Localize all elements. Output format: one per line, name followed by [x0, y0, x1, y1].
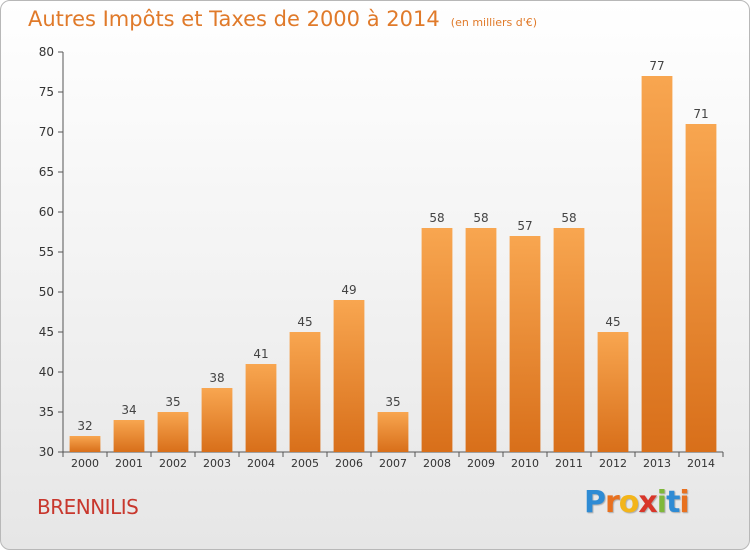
bar-2014[interactable]	[685, 124, 717, 452]
bar-value-label: 35	[385, 395, 400, 409]
y-tick-label: 75	[39, 85, 54, 99]
x-tick-label: 2009	[467, 457, 495, 470]
bar-value-label: 34	[121, 403, 136, 417]
logo-letter: x	[638, 485, 657, 520]
logo-letter: i	[679, 485, 689, 520]
bar-2013[interactable]	[641, 76, 673, 452]
axes: 30 35 40 45 50 55 60 65 70 75 80 2000 2001 2002 2003 20…	[39, 45, 724, 470]
bar-value-label: 71	[693, 107, 708, 121]
x-tick-label: 2010	[511, 457, 539, 470]
x-tick-label: 2012	[599, 457, 627, 470]
bar-2012[interactable]	[597, 332, 629, 452]
bar-2010[interactable]	[509, 236, 541, 452]
bar-value-label: 57	[517, 219, 532, 233]
x-tick-label: 2003	[203, 457, 231, 470]
logo-letter: i	[656, 485, 667, 520]
bar-2004[interactable]	[245, 364, 277, 452]
x-tick-label: 2008	[423, 457, 451, 470]
bar-2001[interactable]	[113, 420, 145, 452]
bar-2006[interactable]	[333, 300, 365, 452]
bar-2009[interactable]	[465, 228, 497, 452]
y-tick-label: 35	[39, 405, 54, 419]
x-tick-label: 2007	[379, 457, 407, 470]
bar-value-label: 32	[77, 419, 92, 433]
bars: 32 34 35 38 41 45 49 35 58 58 57 58 45 77 71	[69, 59, 717, 452]
bar-value-label: 41	[253, 347, 268, 361]
x-tick-label: 2014	[687, 457, 715, 470]
y-tick-label: 80	[39, 45, 54, 59]
logo-letter: t	[666, 485, 680, 520]
x-tick-label: 2006	[335, 457, 363, 470]
y-tick-label: 55	[39, 245, 54, 259]
bar-2002[interactable]	[157, 412, 189, 452]
y-tick-label: 30	[39, 445, 54, 459]
bar-2005[interactable]	[289, 332, 321, 452]
bar-value-label: 58	[473, 211, 488, 225]
x-tick-label: 2005	[291, 457, 319, 470]
bar-value-label: 77	[649, 59, 664, 73]
x-tick-label: 2001	[115, 457, 143, 470]
x-tick-label: 2004	[247, 457, 275, 470]
bar-value-label: 49	[341, 283, 356, 297]
chart-title-text: Autres Impôts et Taxes de 2000 à 2014	[28, 7, 440, 31]
bar-value-label: 58	[429, 211, 444, 225]
bar-2003[interactable]	[201, 388, 233, 452]
proxiti-logo[interactable]: Proxiti	[584, 485, 690, 520]
y-tick-label: 65	[39, 165, 54, 179]
chart-title: Autres Impôts et Taxes de 2000 à 2014 (e…	[28, 7, 537, 31]
bar-value-label: 58	[561, 211, 576, 225]
y-tick-label: 70	[39, 125, 54, 139]
x-tick-label: 2011	[555, 457, 583, 470]
x-tick-label: 2000	[71, 457, 99, 470]
bar-2011[interactable]	[553, 228, 585, 452]
x-tick-label: 2013	[643, 457, 671, 470]
bar-value-label: 38	[209, 371, 224, 385]
logo-letter: r	[605, 485, 620, 520]
y-tick-label: 45	[39, 325, 54, 339]
bar-value-label: 35	[165, 395, 180, 409]
y-tick-label: 60	[39, 205, 54, 219]
bar-2000[interactable]	[69, 436, 101, 452]
logo-letter: P	[584, 485, 606, 520]
bar-value-label: 45	[297, 315, 312, 329]
y-tick-label: 50	[39, 285, 54, 299]
y-tick-label: 40	[39, 365, 54, 379]
bar-2008[interactable]	[421, 228, 453, 452]
bar-value-label: 45	[605, 315, 620, 329]
town-name: BRENNILIS	[37, 495, 139, 519]
bar-2007[interactable]	[377, 412, 409, 452]
x-tick-label: 2002	[159, 457, 187, 470]
logo-letter: o	[618, 485, 640, 520]
chart-subtitle: (en milliers d'€)	[450, 16, 538, 29]
